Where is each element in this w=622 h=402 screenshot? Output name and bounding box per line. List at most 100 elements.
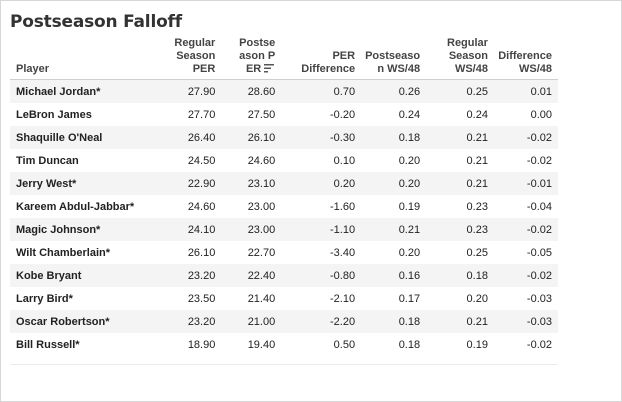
column-header-per-difference[interactable]: PER Difference [281, 35, 362, 80]
table-cell-regular-season-per: 18.90 [187, 338, 216, 351]
column-header-label: Player [16, 63, 50, 75]
column-header-label: Regular Season PER [174, 37, 216, 75]
column-header-postseason-per[interactable]: Postse ason P ER [221, 35, 282, 80]
table-cell-per-difference: -1.60 [330, 200, 356, 213]
table-row[interactable]: Kobe Bryant 23.20 22.40 -0.80 0.16 0.18 -0.02 [10, 264, 558, 287]
table-cell-postseason-per: 26.10 [247, 131, 276, 144]
table-cell-regular-season-ws48: 0.25 [466, 246, 488, 259]
table-row[interactable]: Michael Jordan* 27.90 28.60 0.70 0.26 0.25 0.0… [10, 79, 558, 103]
table-row[interactable]: Shaquille O'Neal 26.40 26.10 -0.30 0.18 0.21 -… [10, 126, 558, 149]
table-cell-regular-season-per: 24.10 [187, 223, 216, 236]
table-cell-per-difference: -1.10 [330, 223, 356, 236]
table-cell-regular-season-per: 23.20 [187, 269, 216, 282]
player-name-cell: Shaquille O'Neal [16, 131, 103, 144]
table-cell-regular-season-per: 23.50 [187, 292, 216, 305]
table-cell-postseason-per: 28.60 [247, 85, 276, 98]
table-row[interactable]: LeBron James 27.70 27.50 -0.20 0.24 0.24 0.00 [10, 103, 558, 126]
table-cell-regular-season-ws48: 0.18 [466, 269, 488, 282]
table-cell-difference-ws48: -0.03 [526, 315, 552, 328]
table-cell-postseason-per: 23.00 [247, 200, 276, 213]
table-cell-regular-season-per: 22.90 [187, 177, 216, 190]
table-cell-per-difference: -3.40 [330, 246, 356, 259]
player-name-cell: Larry Bird* [16, 292, 73, 305]
table-cell-per-difference: -0.20 [330, 108, 356, 121]
column-header-label: Difference WS/48 [498, 50, 552, 75]
column-header-label: Postse ason P ER [239, 37, 276, 75]
table-cell-postseason-per: 23.10 [247, 177, 276, 190]
column-header-postseason-ws48[interactable]: Postseaso n WS/48 [361, 35, 427, 80]
table-cell-postseason-per: 24.60 [247, 154, 276, 167]
table-cell-regular-season-ws48: 0.21 [466, 131, 488, 144]
table-cell-postseason-ws48: 0.20 [398, 154, 421, 167]
table-cell-postseason-per: 22.70 [247, 246, 276, 259]
table-cell-postseason-ws48: 0.18 [398, 338, 421, 351]
data-table: Player Regular Season PER Postse ason P ER… [10, 35, 558, 356]
table-cell-postseason-per: 19.40 [247, 338, 276, 351]
table-cell-postseason-ws48: 0.24 [398, 108, 421, 121]
table-cell-difference-ws48: -0.02 [526, 269, 552, 282]
table-cell-regular-season-ws48: 0.21 [466, 177, 488, 190]
column-header-label: PER Difference [301, 50, 356, 75]
table-row[interactable]: Magic Johnson* 24.10 23.00 -1.10 0.21 0.23 -0.… [10, 218, 558, 241]
table-cell-regular-season-ws48: 0.23 [466, 200, 488, 213]
column-header-label: Regular Season WS/48 [447, 37, 488, 75]
table-cell-per-difference: 0.20 [333, 177, 356, 190]
column-header-regular-season-ws48[interactable]: Regular Season WS/48 [426, 35, 494, 80]
table-cell-regular-season-ws48: 0.21 [466, 154, 488, 167]
sort-descending-icon[interactable] [264, 64, 275, 73]
player-name-cell: Wilt Chamberlain* [16, 246, 111, 259]
table-cell-postseason-ws48: 0.19 [398, 200, 421, 213]
column-header-difference-ws48[interactable]: Difference WS/48 [493, 35, 558, 80]
table-cell-regular-season-ws48: 0.21 [466, 315, 488, 328]
table-cell-regular-season-per: 23.20 [187, 315, 216, 328]
table-row[interactable]: Tim Duncan 24.50 24.60 0.10 0.20 0.21 -0.02 [10, 149, 558, 172]
table-cell-difference-ws48: -0.02 [526, 338, 552, 351]
table-row[interactable]: Bill Russell* 18.90 19.40 0.50 0.18 0.19 -0.02 [10, 333, 558, 356]
table-cell-difference-ws48: 0.01 [530, 85, 552, 98]
table-row[interactable]: Kareem Abdul-Jabbar* 24.60 23.00 -1.60 0.19 0… [10, 195, 558, 218]
table-cell-regular-season-per: 27.70 [187, 108, 216, 121]
player-name-cell: Bill Russell* [16, 338, 80, 351]
table-cell-difference-ws48: -0.04 [526, 200, 552, 213]
table-cell-regular-season-per: 26.40 [187, 131, 216, 144]
player-name-cell: Kareem Abdul-Jabbar* [16, 200, 135, 213]
table-row[interactable]: Wilt Chamberlain* 26.10 22.70 -3.40 0.20 0.25… [10, 241, 558, 264]
table-bottom-divider [10, 364, 558, 365]
table-cell-difference-ws48: -0.05 [526, 246, 552, 259]
player-name-cell: Kobe Bryant [16, 269, 82, 282]
table-cell-regular-season-per: 27.90 [187, 85, 216, 98]
table-row[interactable]: Oscar Robertson* 23.20 21.00 -2.20 0.18 0.21 -… [10, 310, 558, 333]
table-cell-per-difference: -2.20 [330, 315, 356, 328]
player-name-cell: LeBron James [16, 108, 92, 121]
table-cell-postseason-per: 22.40 [247, 269, 276, 282]
column-header-player[interactable]: Player [10, 35, 170, 80]
column-header-regular-season-per[interactable]: Regular Season PER [169, 35, 222, 80]
player-name-cell: Michael Jordan* [16, 85, 101, 98]
table-cell-regular-season-ws48: 0.19 [466, 338, 488, 351]
table-cell-postseason-ws48: 0.20 [398, 177, 421, 190]
table-cell-postseason-ws48: 0.16 [398, 269, 421, 282]
table-cell-postseason-per: 21.40 [247, 292, 276, 305]
table-row[interactable]: Jerry West* 22.90 23.10 0.20 0.20 0.21 -0.01 [10, 172, 558, 195]
table-cell-regular-season-per: 26.10 [187, 246, 216, 259]
table-cell-per-difference: 0.50 [333, 338, 356, 351]
table-cell-per-difference: -0.80 [330, 269, 356, 282]
table-cell-difference-ws48: -0.01 [526, 177, 552, 190]
table-cell-postseason-ws48: 0.20 [398, 246, 421, 259]
column-header-label: Postseaso n WS/48 [365, 50, 421, 75]
player-name-cell: Oscar Robertson* [16, 315, 110, 328]
table-cell-regular-season-per: 24.60 [187, 200, 216, 213]
table-cell-per-difference: 0.70 [333, 85, 356, 98]
table-cell-postseason-per: 27.50 [247, 108, 276, 121]
table-cell-postseason-per: 23.00 [247, 223, 276, 236]
table-row[interactable]: Larry Bird* 23.50 21.40 -2.10 0.17 0.20 -0.03 [10, 287, 558, 310]
header-row: Player Regular Season PER Postse ason P ER… [10, 35, 558, 80]
table-cell-difference-ws48: 0.00 [530, 108, 552, 121]
table-cell-postseason-ws48: 0.18 [398, 315, 421, 328]
table-cell-regular-season-ws48: 0.24 [466, 108, 488, 121]
table-cell-difference-ws48: -0.02 [526, 131, 552, 144]
player-name-cell: Magic Johnson* [16, 223, 101, 236]
table-cell-difference-ws48: -0.03 [526, 292, 552, 305]
table-cell-difference-ws48: -0.02 [526, 154, 552, 167]
